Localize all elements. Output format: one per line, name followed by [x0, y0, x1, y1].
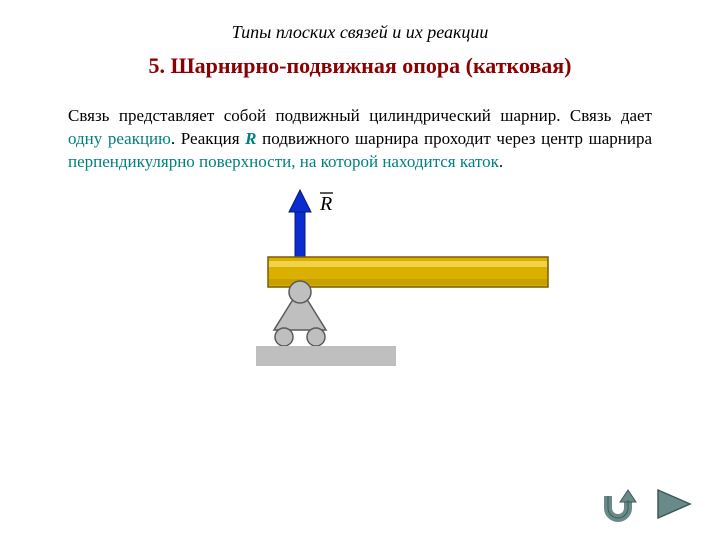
page-title: 5. Шарнирно-подвижная опора (катковая) — [0, 53, 720, 79]
body-text-b: . Реакция — [171, 129, 245, 148]
body-text-c: подвижного шарнира проходит через центр … — [257, 129, 652, 148]
accent-perpendicular: перпендикулярно поверхности, на которой … — [68, 152, 499, 171]
figure-svg: R — [160, 182, 560, 402]
figure-roller-support: R — [160, 182, 560, 402]
play-icon — [652, 486, 696, 522]
svg-text:R: R — [319, 193, 332, 215]
page-supertitle: Типы плоских связей и их реакции — [0, 0, 720, 43]
body-paragraph: Связь представляет собой подвижный цилин… — [68, 105, 652, 174]
nav-forward-button[interactable] — [652, 486, 696, 522]
accent-R-symbol: R — [245, 129, 256, 148]
body-text-a: Связь представляет собой подвижный цилин… — [68, 106, 652, 125]
nav-back-button[interactable] — [598, 486, 642, 522]
body-text-d: . — [499, 152, 503, 171]
accent-one-reaction: одну реакцию — [68, 129, 171, 148]
undo-icon — [598, 486, 642, 522]
